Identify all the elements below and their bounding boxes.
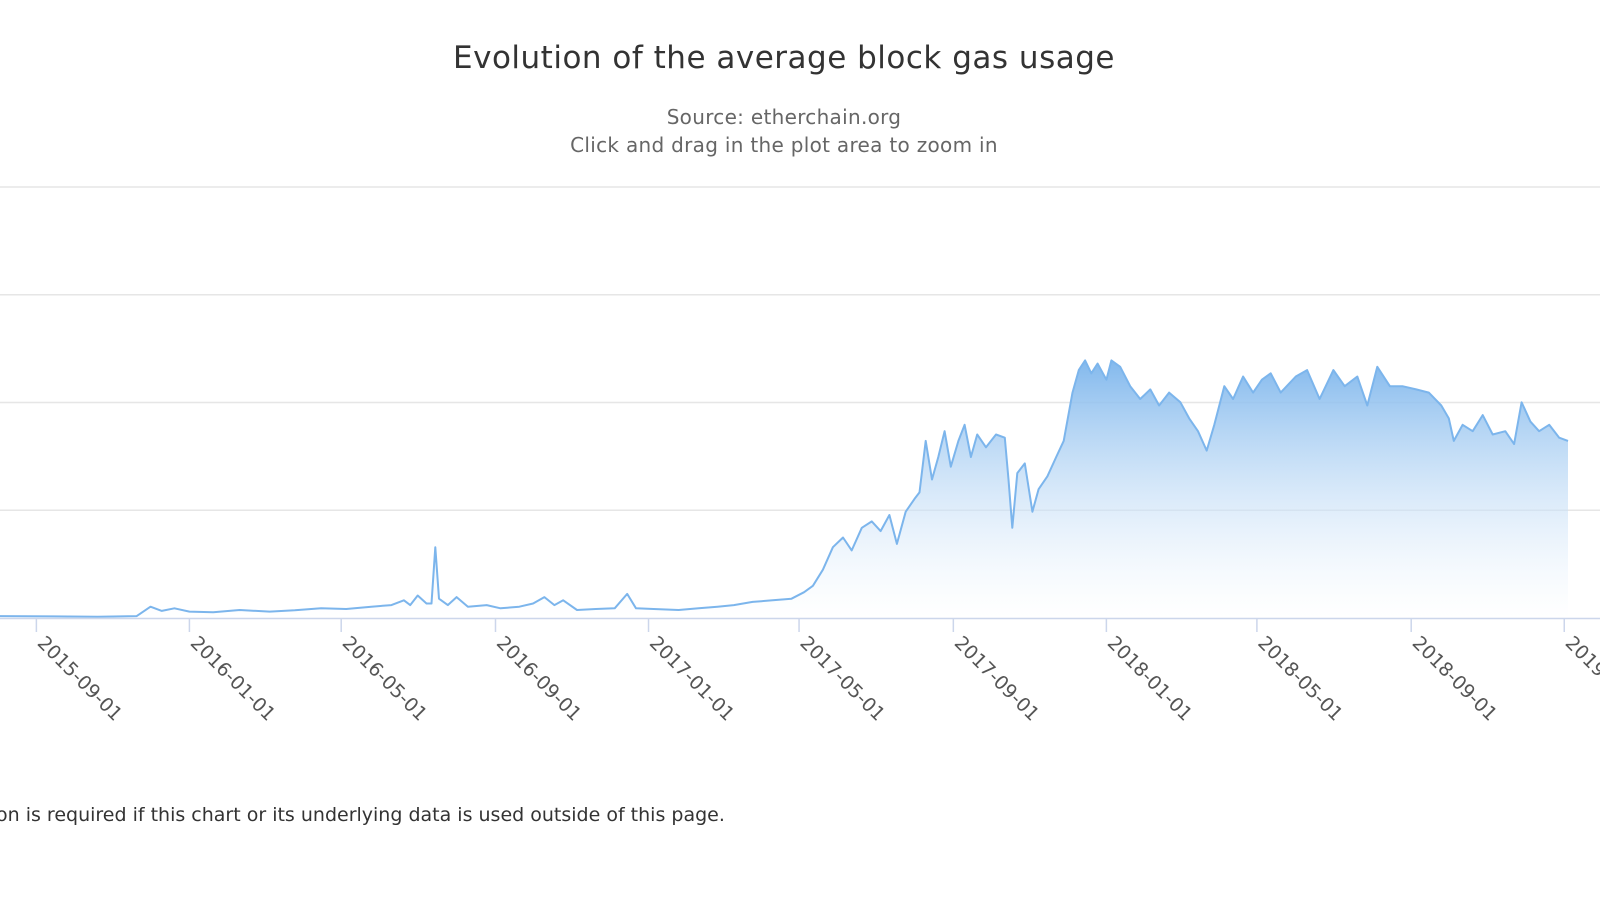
series-line	[0, 359, 1569, 618]
x-tick-label: 2016-01-01	[186, 632, 280, 726]
x-tick-label: 2017-01-01	[645, 632, 739, 726]
chart-title: Evolution of the average block gas usage	[453, 40, 1115, 76]
x-tick-label: 2016-09-01	[492, 632, 586, 726]
attribution-note: on is required if this chart or its unde…	[0, 804, 725, 826]
chart-subtitle-source: Source: etherchain.org	[666, 105, 902, 129]
chart-subtitle-zoom-hint: Click and drag in the plot area to zoom …	[570, 133, 998, 157]
series-layer	[0, 359, 1569, 618]
x-tick-label: 2017-09-01	[950, 632, 1044, 726]
x-tick-label: 2018-05-01	[1253, 632, 1347, 726]
x-axis: 2015-09-01 2016-01-01 2016-05-01 2016-09-01…	[0, 617, 1600, 726]
series-area	[0, 360, 1568, 618]
x-tick-label: 2018-01-01	[1103, 632, 1197, 726]
x-tick-label: 2015-09-01	[33, 632, 127, 726]
x-tick-label: 2018-09-01	[1408, 632, 1502, 726]
x-tick-label: 2017-05-01	[796, 632, 890, 726]
x-tick-label: 2019-01-01	[1561, 632, 1600, 726]
x-tick-label: 2016-05-01	[338, 632, 432, 726]
